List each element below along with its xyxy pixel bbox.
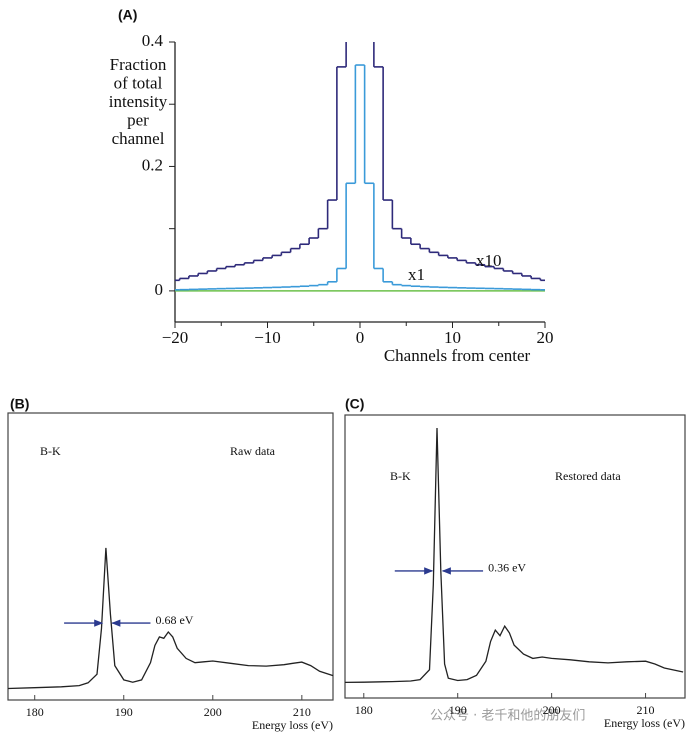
panel-title: (B) — [10, 396, 29, 412]
panel-title: (C) — [345, 396, 364, 412]
width-label: 0.36 eV — [488, 561, 526, 575]
y-axis-label: of total — [114, 73, 163, 92]
x-tick-label: 10 — [444, 328, 461, 347]
x-tick-label: 180 — [355, 703, 373, 717]
x-tick-label: 200 — [543, 703, 561, 717]
y-axis-label: Fraction — [110, 55, 167, 74]
y-axis-label: per — [127, 110, 149, 129]
y-tick-label: 0.4 — [142, 31, 164, 50]
x-axis-label: Channels from center — [384, 346, 531, 365]
annotation: Raw data — [230, 444, 276, 458]
watermark: 公众号 · 老千和他的朋友们 — [430, 708, 585, 724]
plot-frame — [344, 414, 686, 699]
plot-area — [175, 42, 545, 292]
x-tick-label: 190 — [115, 705, 133, 719]
series-label: x1 — [408, 265, 425, 284]
x-tick-label: 0 — [356, 328, 365, 347]
x-axis-label: Energy loss (eV) — [252, 718, 333, 732]
plot-frame — [7, 412, 334, 701]
y-axis-label: channel — [112, 129, 165, 148]
panel-title: (A) — [118, 7, 137, 23]
y-axis-label: intensity — [109, 92, 168, 111]
y-tick-label: 0 — [155, 280, 164, 299]
x-tick-label: 180 — [26, 705, 44, 719]
width-label: 0.68 eV — [155, 613, 193, 627]
x-axis-label: Energy loss (eV) — [604, 716, 685, 730]
x-tick-label: 210 — [293, 705, 311, 719]
x-tick-label: −10 — [254, 328, 281, 347]
spectrum — [7, 547, 334, 690]
annotation: Restored data — [555, 469, 621, 483]
annotation: B-K — [40, 444, 61, 458]
x-tick-label: 190 — [449, 703, 467, 717]
x-tick-label: 210 — [637, 703, 655, 717]
series-label: x10 — [476, 251, 502, 270]
annotation: B-K — [390, 469, 411, 483]
x-tick-label: −20 — [162, 328, 189, 347]
spectrum — [344, 427, 684, 684]
y-tick-label: 0.2 — [142, 155, 163, 174]
x-tick-label: 200 — [204, 705, 222, 719]
x-tick-label: 20 — [537, 328, 554, 347]
